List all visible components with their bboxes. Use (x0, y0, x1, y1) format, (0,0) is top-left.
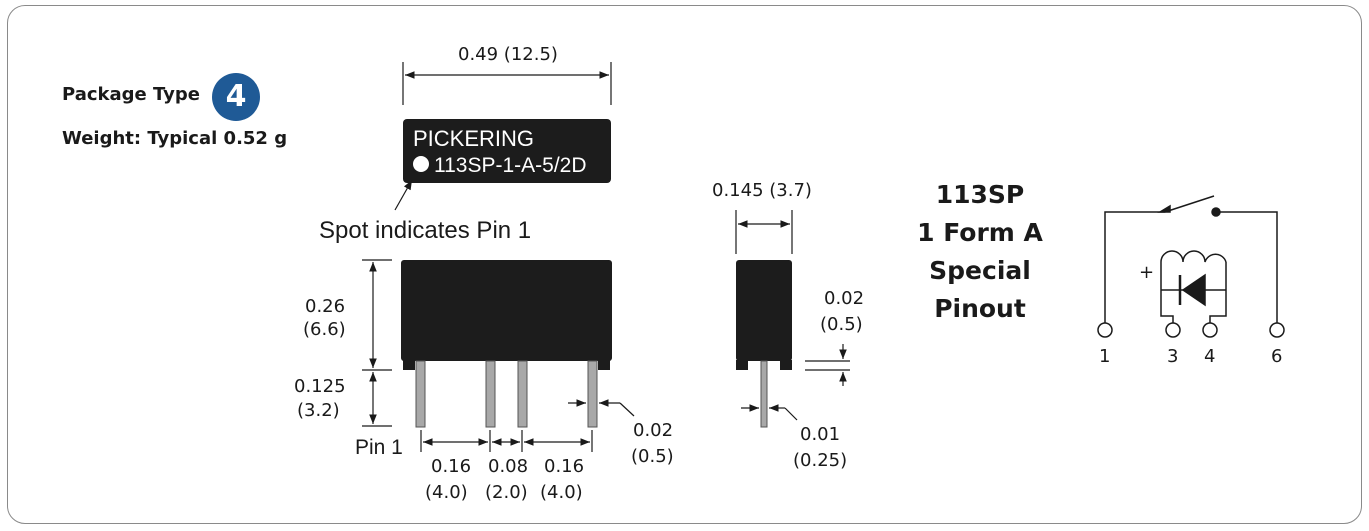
dim-body-height-in: 0.26 (305, 296, 346, 317)
dim-pin-width-mm: (0.5) (631, 446, 674, 467)
dim-width-top: 0.49 (12.5) (458, 44, 558, 65)
spot-leader (394, 179, 413, 211)
dim-pin-thick-mm: (0.25) (793, 450, 848, 471)
spot-caption: Spot indicates Pin 1 (319, 217, 532, 244)
dim-pitch-b-in: 0.08 (488, 456, 529, 477)
dim-pitch-c-in: 0.16 (544, 456, 585, 477)
schematic-pin4-label: 4 (1204, 346, 1216, 367)
top-width-dimension (402, 62, 612, 105)
schematic-plus-label: + (1139, 262, 1155, 283)
side-pin (760, 360, 768, 428)
model-special: Special (929, 256, 1031, 285)
drawing-frame (7, 5, 1362, 524)
dim-pitch-c-mm: (4.0) (540, 482, 583, 503)
package-type-label: Package Type (62, 84, 200, 105)
dim-pin-length-mm: (3.2) (297, 400, 340, 421)
schematic-pin3-label: 3 (1167, 346, 1179, 367)
dim-pin-width-in: 0.02 (633, 420, 674, 441)
pin1-spot-icon (413, 156, 429, 172)
relay-body-front (401, 260, 612, 361)
front-pins (415, 360, 598, 428)
dim-pin-length-in: 0.125 (294, 376, 346, 397)
chip-top-view (403, 119, 611, 183)
relay-body-side (736, 260, 792, 361)
pin-thickness-dimension (741, 404, 798, 421)
model-name: 113SP (935, 180, 1025, 209)
package-type-badge: 4 (212, 73, 260, 121)
pin1-label: Pin 1 (355, 436, 403, 459)
side-width-dimension (735, 210, 793, 254)
dim-pin-thick-in: 0.01 (800, 424, 841, 445)
pin-width-dimension (568, 399, 635, 417)
chip-brand-text: PICKERING (413, 126, 534, 151)
weight-label: Weight: Typical 0.52 g (62, 128, 288, 149)
dim-body-height-mm: (6.6) (303, 319, 346, 340)
dim-standoff-in: 0.02 (824, 288, 865, 309)
dim-pitch-a-mm: (4.0) (425, 482, 468, 503)
schematic-pin1-label: 1 (1099, 346, 1111, 367)
standoff-dimension (805, 344, 850, 386)
pitch-dimensions (420, 430, 593, 452)
model-form: 1 Form A (917, 218, 1043, 247)
height-dimensions (362, 259, 392, 427)
chip-part-text: 113SP-1-A-5/2D (434, 154, 587, 177)
dim-pitch-a-in: 0.16 (431, 456, 472, 477)
dim-standoff-mm: (0.5) (820, 314, 863, 335)
dim-side-width: 0.145 (3.7) (712, 180, 812, 201)
schematic-1-form-a (1097, 195, 1285, 338)
model-pinout: Pinout (934, 294, 1026, 323)
schematic-pin6-label: 6 (1271, 346, 1283, 367)
dim-pitch-b-mm: (2.0) (485, 482, 528, 503)
